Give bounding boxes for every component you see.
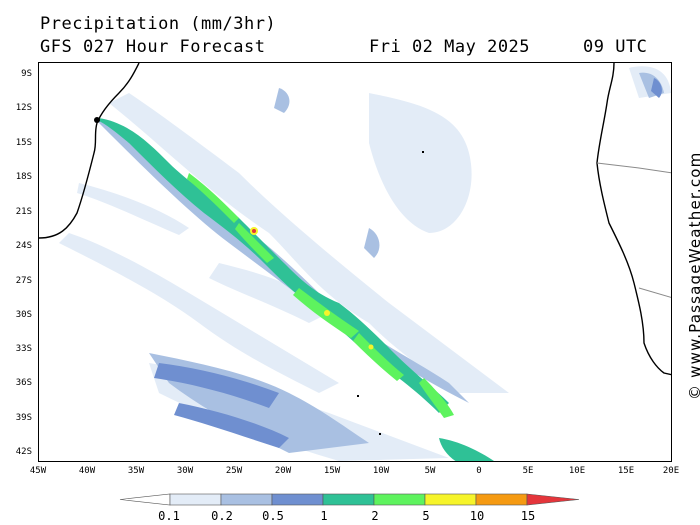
colorbar-label: 2	[371, 509, 379, 523]
islands	[94, 117, 424, 435]
south-america-coastline	[39, 63, 140, 239]
lat-tick-label: 12S	[15, 103, 32, 113]
colorbar-label: 5	[422, 509, 430, 523]
lat-tick-label: 24S	[15, 241, 32, 251]
lon-tick-label: 25W	[225, 466, 243, 476]
colorbar-label: 0.5	[262, 509, 284, 523]
precip-heavy-areas	[154, 78, 662, 448]
precipitation-map	[39, 63, 671, 461]
lon-tick-label: 5W	[424, 466, 436, 476]
colorbar-segment	[526, 493, 580, 506]
lon-tick-label: 40W	[78, 466, 96, 476]
colorbar-segment	[220, 493, 273, 506]
colorbar-segment	[424, 493, 477, 506]
lon-tick-label: 35W	[127, 466, 145, 476]
colorbar-segment	[271, 493, 324, 506]
lon-tick-label: 20E	[662, 466, 680, 476]
lon-tick-label: 30W	[176, 466, 194, 476]
lat-tick-label: 33S	[15, 344, 32, 354]
colorbar-label: 10	[469, 509, 485, 523]
colorbar-segment	[119, 493, 171, 506]
colorbar	[119, 493, 580, 506]
lat-tick-label: 36S	[15, 378, 32, 388]
map-panel	[38, 62, 672, 462]
lat-tick-label: 39S	[15, 413, 32, 423]
lat-tick-label: 9S	[21, 69, 32, 79]
lon-tick-label: 10E	[568, 466, 586, 476]
colorbar-segment	[475, 493, 528, 506]
lat-tick-label: 18S	[15, 172, 32, 182]
forecast-date: Fri 02 May 2025	[369, 37, 531, 57]
site-credit: © www.PassageWeather.com	[686, 151, 700, 400]
colorbar-label: 15	[520, 509, 536, 523]
lon-tick-label: 45W	[29, 466, 47, 476]
colorbar-label: 1	[320, 509, 328, 523]
lat-tick-label: 21S	[15, 207, 32, 217]
lon-tick-label: 15E	[617, 466, 635, 476]
colorbar-segment	[373, 493, 426, 506]
lon-tick-label: 0	[476, 466, 482, 476]
forecast-hour: GFS 027 Hour Forecast	[40, 37, 266, 57]
colorbar-segment	[322, 493, 375, 506]
lon-tick-label: 10W	[372, 466, 390, 476]
map-title: Precipitation (mm/3hr)	[40, 14, 277, 34]
lon-tick-label: 15W	[323, 466, 341, 476]
colorbar-label: 0.2	[211, 509, 233, 523]
lon-tick-label: 5E	[522, 466, 534, 476]
forecast-time: 09 UTC	[583, 37, 648, 57]
precip-core	[187, 173, 454, 418]
lon-tick-label: 20W	[274, 466, 292, 476]
lat-tick-label: 27S	[15, 276, 32, 286]
precip-intense-spots	[250, 227, 374, 350]
colorbar-label: 0.1	[158, 509, 180, 523]
precip-light-areas	[59, 66, 671, 461]
lat-tick-label: 42S	[15, 447, 32, 457]
lat-tick-label: 30S	[15, 310, 32, 320]
africa-coastline	[596, 63, 671, 376]
colorbar-segment	[169, 493, 222, 506]
country-border	[596, 162, 671, 298]
lat-tick-label: 15S	[15, 138, 32, 148]
